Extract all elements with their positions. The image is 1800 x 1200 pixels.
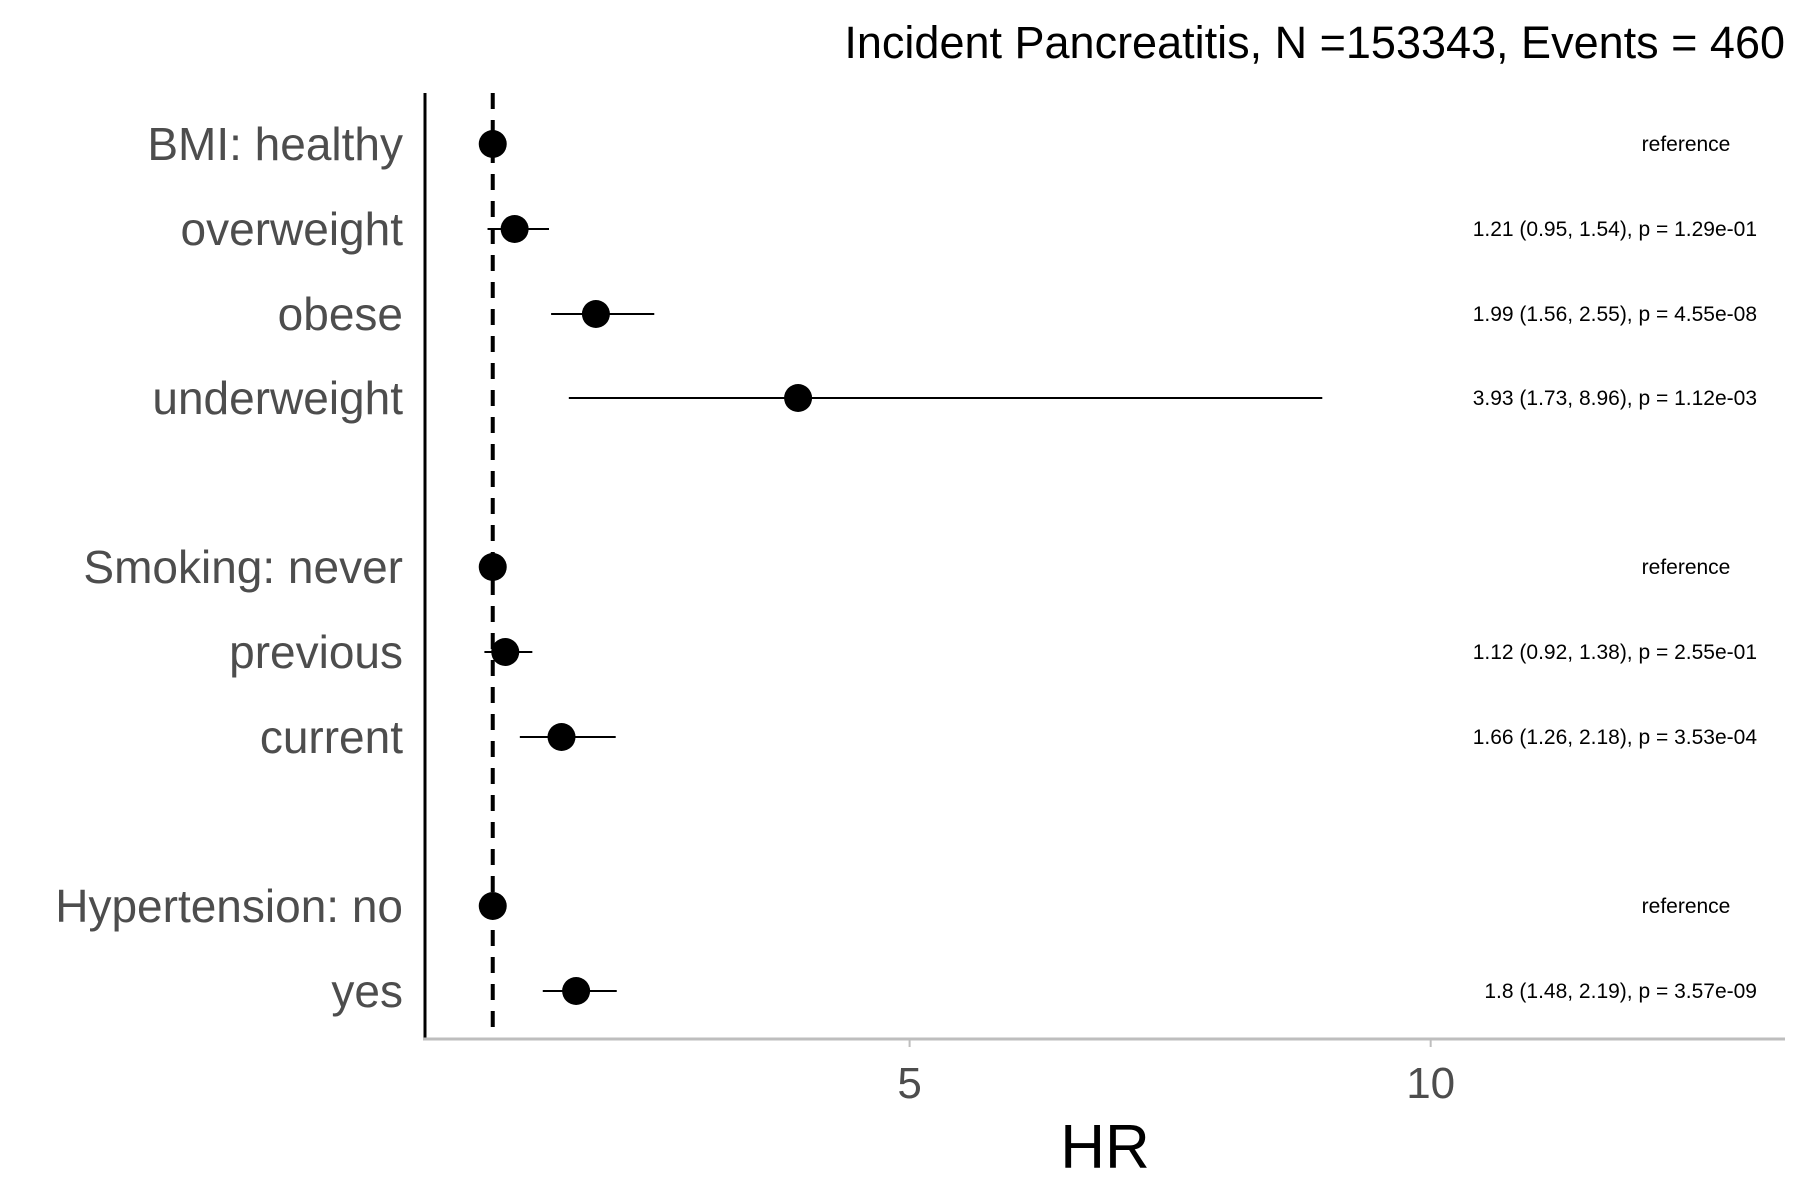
hr-point — [547, 723, 576, 751]
reference-label: reference — [1642, 556, 1731, 579]
hr-point — [478, 130, 507, 158]
x-tick-label: 5 — [897, 1059, 921, 1108]
row-label: obese — [278, 288, 403, 340]
row-label: Hypertension: no — [55, 880, 403, 932]
row-label: underweight — [152, 372, 403, 424]
chart-title: Incident Pancreatitis, N =153343, Events… — [844, 17, 1785, 68]
chart-marks: BMI: healthy reference overweight 1.21 (0.9… — [55, 93, 1757, 1039]
x-tick-label: 10 — [1406, 1059, 1455, 1108]
estimate-label: 1.21 (0.95, 1.54), p = 1.29e-01 — [1473, 218, 1757, 241]
hr-point — [562, 977, 591, 1005]
hr-point — [478, 892, 507, 920]
estimate-label: 1.8 (1.48, 2.19), p = 3.57e-09 — [1484, 980, 1757, 1003]
hr-point — [581, 300, 610, 328]
estimate-label: 1.12 (0.92, 1.38), p = 2.55e-01 — [1473, 641, 1757, 664]
x-axis-ticks: 5 10 — [897, 1039, 1455, 1108]
estimate-label: 3.93 (1.73, 8.96), p = 1.12e-03 — [1473, 387, 1757, 410]
reference-label: reference — [1642, 895, 1731, 918]
row-label: overweight — [181, 203, 404, 255]
hr-point — [500, 215, 529, 243]
hr-point — [478, 553, 507, 581]
estimate-label: 1.66 (1.26, 2.18), p = 3.53e-04 — [1473, 726, 1758, 749]
hr-point — [784, 384, 813, 412]
row-label: BMI: healthy — [147, 118, 403, 170]
hr-point — [491, 638, 520, 666]
x-axis-label: HR — [1060, 1113, 1150, 1182]
reference-label: reference — [1642, 133, 1731, 156]
row-label: previous — [229, 626, 403, 678]
row-label: Smoking: never — [83, 541, 403, 593]
row-label: current — [260, 711, 403, 763]
row-label: yes — [331, 965, 403, 1017]
estimate-label: 1.99 (1.56, 2.55), p = 4.55e-08 — [1473, 303, 1757, 326]
